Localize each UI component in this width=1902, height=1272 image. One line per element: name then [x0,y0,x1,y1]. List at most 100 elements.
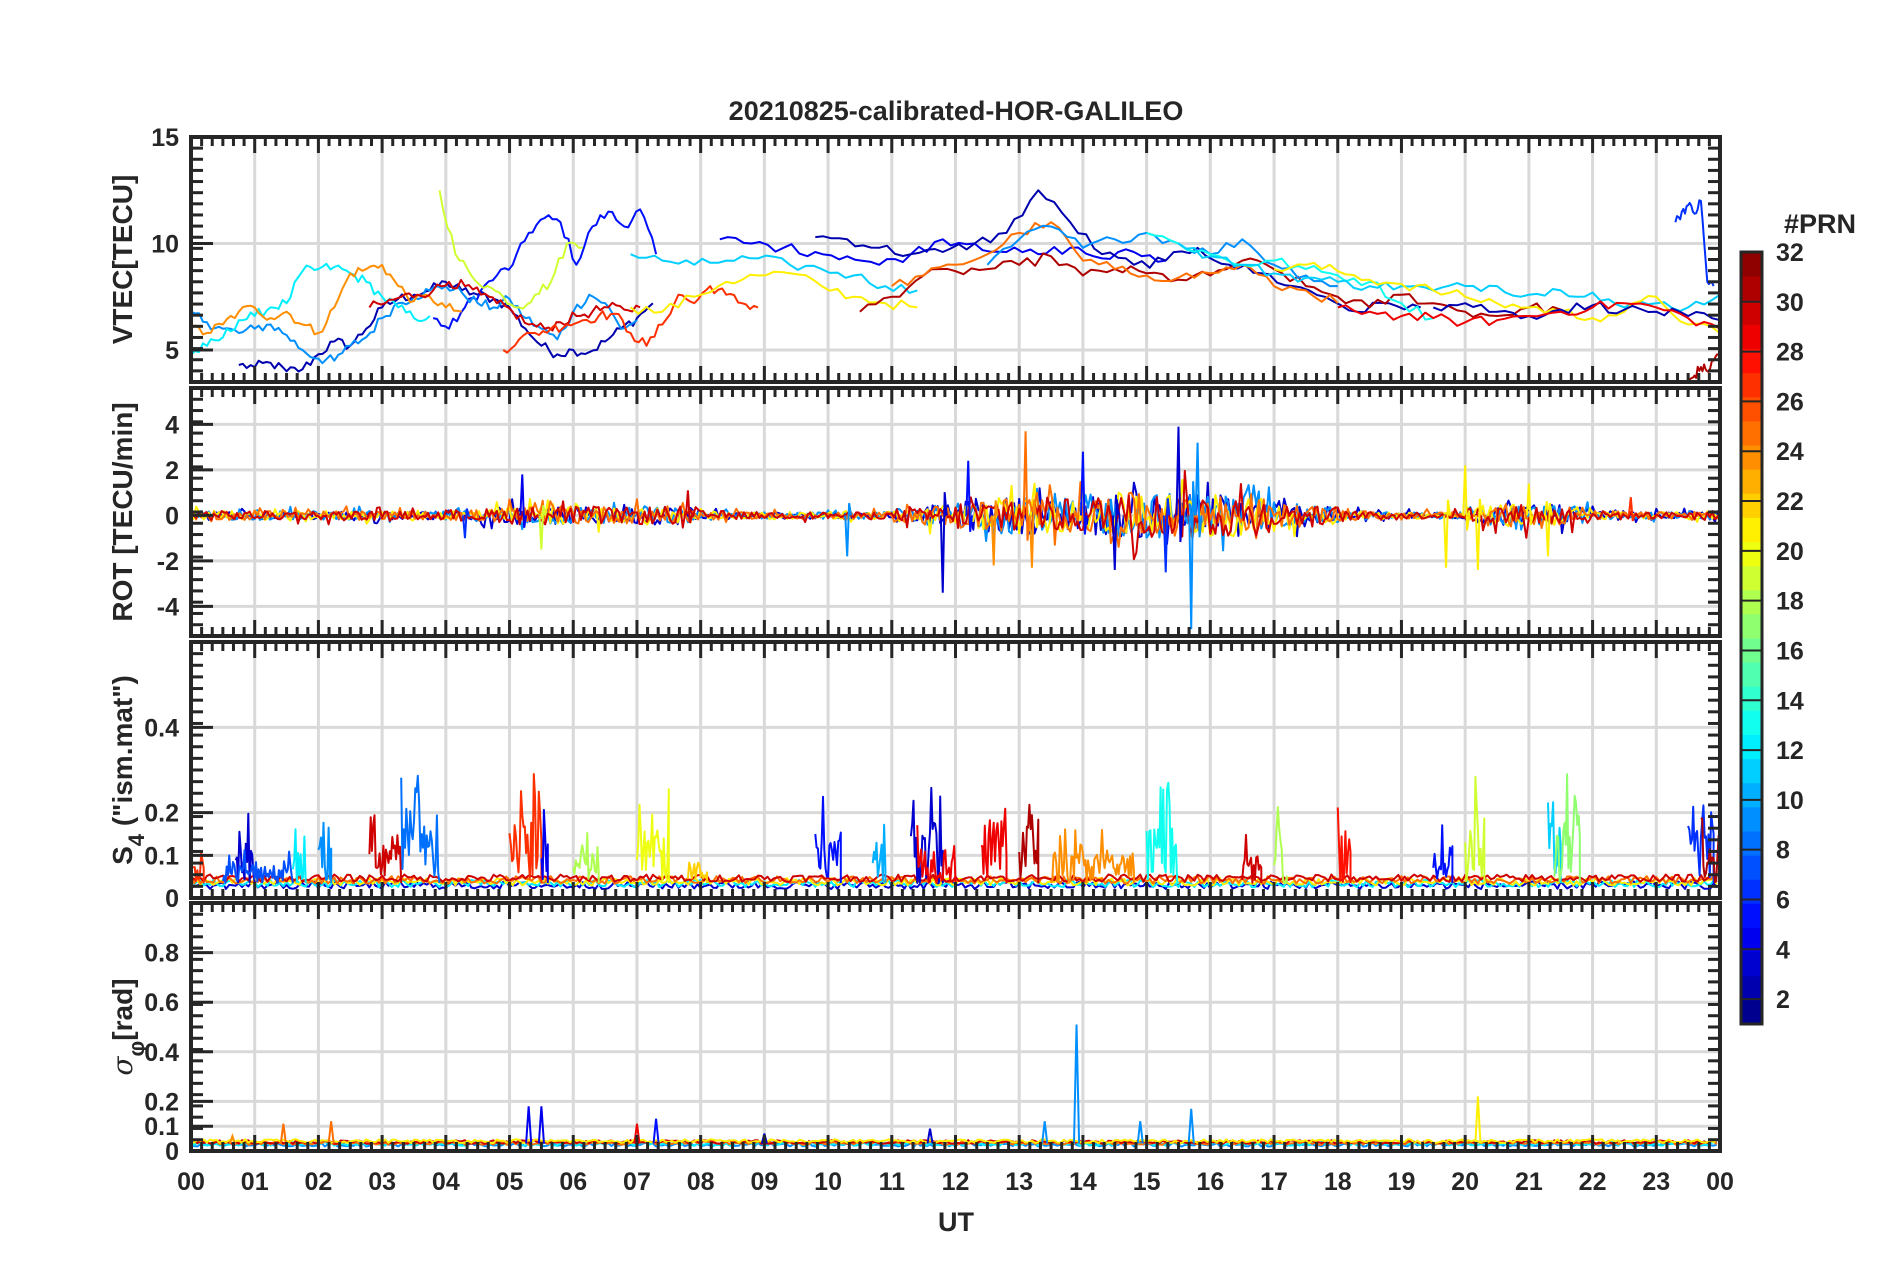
sigma-spike [926,1128,934,1144]
colorbar-tick-label: 16 [1776,637,1804,665]
x-tick-label: 10 [814,1168,842,1196]
y-label-subscript: 4 [124,833,149,846]
sigma-spike [525,1106,533,1144]
vtec-line-prn-27 [502,285,759,354]
series-group [191,189,1720,382]
colorbar-band-prn-17 [1741,613,1762,639]
colorbar-band-prn-2 [1741,975,1762,1001]
vtec-line-prn-29 [1337,300,1720,330]
colorbar-tick-label: 18 [1776,588,1804,616]
x-tick-label: 08 [687,1168,715,1196]
sigma-spike [327,1121,335,1144]
vtec-line-prn-21 [629,270,918,315]
y-tick-label: 0.2 [144,800,179,828]
s4-burst-prn-31 [1018,803,1040,884]
y-tick-label: -2 [157,548,179,576]
rot-spike [1474,498,1483,571]
colorbar-band-prn-30 [1741,300,1762,325]
colorbar-band-prn-10 [1741,782,1762,808]
colorbar-band-prn-29 [1741,324,1762,349]
vtec-line-prn-25 [891,221,1339,304]
s4-burst-prn-5 [1432,824,1454,884]
s4-burst-prn-12 [291,828,307,884]
rot-spike [519,474,528,528]
x-tick-label: 06 [559,1168,587,1196]
rot-spike [965,460,974,532]
sigma-spike [537,1106,545,1144]
vtec-line-prn-4 [719,236,1166,266]
colorbar-tick-label: 22 [1776,488,1804,516]
colorbar-tick-label: 6 [1776,886,1790,914]
x-tick-label: 11 [879,1168,906,1196]
vtec-line-prn-11 [1177,242,1720,312]
vtec-line-prn-30 [368,278,641,332]
colorbar-tick-label: 32 [1776,239,1804,267]
colorbar-band-prn-32 [1741,252,1762,277]
colorbar-band-prn-27 [1741,372,1762,398]
y-tick-label: 0.1 [144,1113,179,1141]
x-tick-label: 02 [305,1168,333,1196]
y-axis-label: σφ[rad] [106,978,149,1075]
x-tick-label: 13 [1005,1168,1033,1196]
colorbar-tick-label: 10 [1776,787,1804,815]
colorbar-band-prn-13 [1741,710,1762,735]
colorbar-tick-label: 30 [1776,289,1804,317]
colorbar-band-prn-31 [1741,276,1762,301]
s4-burst-prn-7 [221,849,294,884]
s4-burst-prn-20 [636,788,670,884]
colorbar-band-prn-12 [1741,734,1762,760]
colorbar-tick-label: 14 [1776,687,1804,715]
x-tick-label: 01 [241,1168,269,1196]
y-tick-label: 10 [151,231,179,259]
x-tick-label: 14 [1069,1168,1097,1196]
colorbar-band-prn-21 [1741,517,1762,542]
y-label-rest: ("ism.mat") [107,675,138,834]
x-tick-label: 03 [368,1168,396,1196]
x-tick-label: 12 [942,1168,970,1196]
x-tick-label: 16 [1196,1168,1224,1196]
y-tick-label: 0.4 [144,714,179,742]
colorbar-band-prn-28 [1741,348,1762,374]
vtec-line-prn-24 [191,263,462,336]
x-tick-label: 07 [623,1168,651,1196]
vtec-line-prn-31 [1687,349,1720,382]
x-tick-label: 23 [1642,1168,1670,1196]
colorbar-band-prn-25 [1741,420,1762,446]
panel-rot: -4 -2 0 2 4 ROT [TECU/min] [107,386,1722,638]
sigma-spike [1041,1121,1049,1144]
y-tick-label: 0 [165,1138,179,1166]
colorbar-tick-label: 24 [1776,438,1804,466]
y-label-main: σ [106,1056,139,1076]
y-tick-label: 0 [165,502,179,530]
colorbar-band-prn-20 [1741,541,1762,567]
panel-s4: 00.10.20.4S4 ("ism.mat") [107,640,1722,913]
rot-spike [939,492,948,593]
sigma-spike [760,1133,768,1144]
colorbar-tick-label: 4 [1776,936,1790,964]
rot-spike [1080,451,1088,535]
y-axis-label: VTEC[TECU] [107,175,138,345]
s4-burst-prn-10 [871,823,887,884]
series-group [191,426,1720,630]
y-tick-label: 0.2 [144,1088,179,1116]
x-axis-label: UT [938,1207,974,1237]
y-axis-label: ROT [TECU/min] [107,402,138,621]
rot-spike [1462,465,1470,531]
s4-burst-prn-29 [916,825,957,884]
s4-burst-prn-24 [1050,828,1135,884]
y-axis-label: S4 ("ism.mat") [107,675,149,865]
vtec-line-prn-2 [238,280,654,373]
x-tick-label: 15 [1133,1168,1161,1196]
colorbar-title: #PRN [1784,209,1856,239]
rot-spike [1627,497,1636,522]
colorbar-tick-label: 2 [1776,986,1790,1014]
rot-spike [1029,499,1037,568]
colorbar-band-prn-4 [1741,927,1762,953]
y-tick-label: 5 [165,337,179,365]
rot-line-prn-30 [191,469,1720,561]
x-tick-label: 20 [1451,1168,1479,1196]
colorbar-band-prn-9 [1741,806,1762,832]
